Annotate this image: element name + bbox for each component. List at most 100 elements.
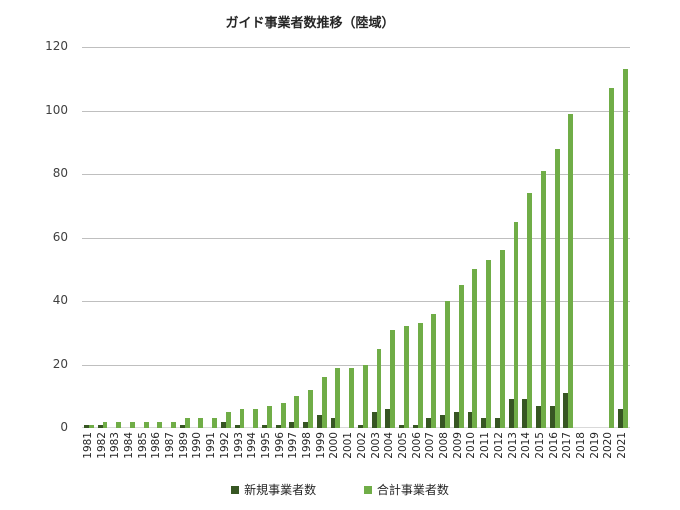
bar-group (342, 47, 356, 428)
bar-group (205, 47, 219, 428)
bar-new (234, 424, 240, 428)
gridline (82, 237, 630, 239)
x-tick-label: 2012 (492, 432, 505, 459)
y-tick-label: 40 (52, 293, 68, 307)
bar-group (137, 47, 151, 428)
bar-total (403, 326, 409, 428)
bar-group (109, 47, 123, 428)
bar-total (568, 113, 574, 428)
bar-group (616, 47, 630, 428)
bar-total (253, 408, 259, 428)
bar-group (452, 47, 466, 428)
x-tick-label: 1993 (232, 432, 245, 459)
x-tick-label: 2020 (602, 432, 615, 459)
bar-total (88, 424, 94, 428)
bar-total (376, 348, 382, 428)
bar-group (233, 47, 247, 428)
bar-total (362, 364, 368, 428)
x-tick-label: 1992 (218, 432, 231, 459)
legend-label-new: 新規事業者数 (244, 483, 317, 497)
x-tick-label: 1983 (109, 432, 122, 459)
bar-total (527, 193, 533, 428)
bar-total (499, 250, 505, 428)
y-tick-label: 60 (52, 229, 68, 244)
x-tick-label: 1985 (136, 432, 149, 459)
bar-new (357, 424, 363, 428)
bar-total (280, 402, 286, 428)
bar-group (466, 47, 480, 428)
bar-new (440, 415, 446, 428)
bar-group (520, 47, 534, 428)
bar-group (383, 47, 397, 428)
bar-total (239, 408, 245, 428)
x-tick-label: 2010 (465, 432, 478, 459)
bar-total (390, 329, 396, 428)
bar-total (198, 418, 204, 428)
x-tick-label: 1996 (273, 432, 286, 459)
bar-new (522, 399, 528, 428)
bar-new (262, 424, 267, 428)
bar-total (171, 421, 176, 428)
bar-total (225, 412, 231, 428)
bar-total (609, 88, 615, 428)
bar-new (481, 418, 487, 428)
x-tick-label: 2017 (561, 432, 574, 459)
x-tick-label: 1984 (122, 432, 135, 459)
bar-group (274, 47, 288, 428)
gridline (82, 364, 630, 366)
bar-total (102, 421, 108, 428)
bar-total (212, 418, 218, 428)
chart-title: ガイド事業者数推移（陸域） (225, 16, 395, 31)
bar-total (458, 285, 464, 428)
bar-group (82, 47, 96, 428)
x-tick-label: 1999 (314, 432, 327, 459)
bar-total (294, 396, 300, 428)
bar-group (479, 47, 493, 428)
bar-new (508, 399, 514, 428)
bar-new (275, 424, 281, 428)
x-axis-line (82, 427, 630, 428)
bar-total (321, 377, 327, 428)
bar-new (179, 424, 185, 428)
bar-group (589, 47, 603, 428)
x-tick-label: 1981 (81, 432, 94, 459)
bar-total (349, 367, 355, 428)
bar-group (96, 47, 110, 428)
bar-total (184, 418, 190, 428)
bar-group (548, 47, 562, 428)
x-tick-label: 1986 (150, 432, 163, 459)
plot-area (82, 47, 630, 428)
x-tick-label: 1997 (287, 432, 300, 459)
legend-item-total: 合計事業者数 (363, 481, 449, 498)
bar-new (316, 415, 322, 428)
bar-new (303, 421, 309, 428)
bar-new (97, 424, 103, 428)
x-tick-label: 2002 (355, 432, 368, 459)
bar-group (288, 47, 302, 428)
bar-group (219, 47, 233, 428)
bar-group (493, 47, 507, 428)
bar-new (412, 424, 418, 428)
bar-total (116, 421, 122, 428)
bar-total (445, 301, 450, 428)
bar-group (123, 47, 137, 428)
bars-container (82, 47, 630, 428)
gridline (82, 301, 630, 302)
x-tick-label: 2019 (588, 432, 601, 459)
bar-new (330, 418, 336, 428)
bar-new (494, 418, 500, 428)
x-tick-label: 1990 (191, 432, 204, 459)
x-tick-label: 2001 (342, 432, 355, 459)
x-tick-label: 2005 (396, 432, 409, 459)
bar-new (618, 408, 624, 428)
bar-total (431, 313, 437, 428)
gridline (82, 110, 630, 112)
x-tick-label: 2018 (575, 432, 588, 459)
x-tick-label: 2013 (506, 432, 519, 459)
legend: 新規事業者数 合計事業者数 (0, 481, 680, 498)
y-tick-label: 120 (45, 39, 68, 53)
bar-group (301, 47, 315, 428)
bar-new (289, 421, 295, 428)
bar-group (151, 47, 165, 428)
bar-total (335, 367, 341, 428)
